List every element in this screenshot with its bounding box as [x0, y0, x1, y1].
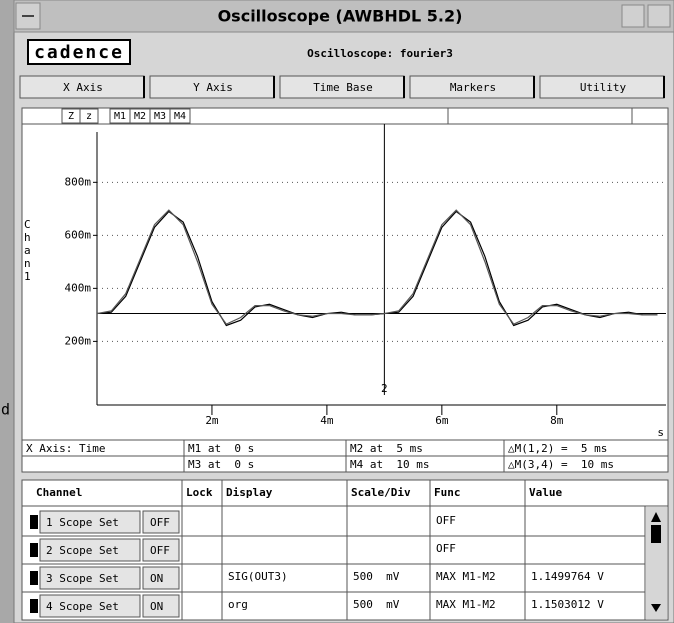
cell-value: 1.1499764 V — [531, 570, 604, 583]
maximize-button[interactable] — [647, 4, 671, 28]
cell-func: OFF — [436, 542, 456, 555]
channel-name: 3 Scope Set — [46, 572, 119, 585]
channel-button[interactable] — [39, 566, 141, 590]
channel-name: 4 Scope Set — [46, 600, 119, 613]
state-button[interactable] — [142, 566, 180, 590]
table-header: Func — [434, 486, 461, 499]
cell-scale: 500 mV — [353, 570, 400, 583]
marker-info-cell: △M(1,2) = 5 ms — [508, 442, 607, 455]
cell-scale: 500 mV — [353, 598, 400, 611]
menu-label: Markers — [450, 81, 496, 94]
x-tick-label: 4m — [320, 414, 334, 427]
scroll-thumb[interactable] — [651, 525, 661, 543]
trace — [96, 209, 658, 325]
channel-color — [30, 571, 38, 585]
table-header: Channel — [36, 486, 82, 499]
channel-name: 1 Scope Set — [46, 516, 119, 529]
table-header: Display — [226, 486, 273, 499]
state-button[interactable] — [142, 510, 180, 534]
channel-color — [30, 599, 38, 613]
table-header: Lock — [186, 486, 213, 499]
logo: cadence — [34, 42, 124, 63]
channel-state: OFF — [150, 516, 170, 529]
scroll-down[interactable] — [651, 604, 661, 612]
menu-label: X Axis — [63, 81, 103, 94]
channel-button[interactable] — [39, 510, 141, 534]
channel-color — [30, 515, 38, 529]
table-header: Scale/Div — [351, 486, 411, 499]
y-tick-label: 800m — [65, 175, 92, 188]
x-axis-info: X Axis: Time — [26, 442, 105, 455]
marker-info-cell: M2 at 5 ms — [350, 442, 423, 455]
toolbar-label: M3 — [154, 111, 166, 122]
toolbar-label: M1 — [114, 111, 126, 122]
cell-display: org — [228, 598, 248, 611]
toolbar-button[interactable] — [79, 108, 99, 124]
title-bar — [13, 0, 674, 33]
y-tick-label: 600m — [65, 228, 92, 241]
logo-box — [27, 39, 131, 65]
menu-label: Time Base — [313, 81, 373, 94]
scrollbar[interactable] — [646, 507, 667, 619]
channel-color — [30, 543, 38, 557]
channel-button[interactable] — [39, 538, 141, 562]
menu-label: Y Axis — [193, 81, 233, 94]
state-button[interactable] — [142, 538, 180, 562]
cell-value: 1.1503012 V — [531, 598, 604, 611]
toolbar-button[interactable] — [169, 108, 191, 124]
marker-info-cell: M1 at 0 s — [188, 442, 254, 455]
plot-area — [21, 123, 669, 441]
background-text: d — [1, 401, 10, 419]
window-title: Oscilloscope (AWBHDL 5.2) — [218, 7, 463, 26]
x-tick-label: 6m — [435, 414, 449, 427]
marker-label: 2 — [381, 382, 388, 395]
cell-display: SIG(OUT3) — [228, 570, 288, 583]
channel-state: ON — [150, 572, 163, 585]
menu-label: Utility — [580, 81, 627, 94]
channel-state: OFF — [150, 544, 170, 557]
table-header: Value — [529, 486, 562, 499]
minimize-button[interactable] — [621, 4, 645, 28]
channel-name: 2 Scope Set — [46, 544, 119, 557]
marker-info-cell: M4 at 10 ms — [350, 458, 429, 471]
cell-func: MAX M1-M2 — [436, 598, 496, 611]
state-button[interactable] — [142, 594, 180, 618]
y-tick-label: 400m — [65, 281, 92, 294]
desktop — [0, 0, 14, 623]
x-tick-label: 2m — [205, 414, 219, 427]
y-axis-label: Chan 1 — [24, 218, 31, 283]
y-tick-label: 200m — [65, 334, 92, 347]
toolbar-label: z — [86, 111, 92, 122]
marker-info-cell: △M(3,4) = 10 ms — [508, 458, 614, 471]
x-unit: s — [657, 426, 664, 439]
toolbar-label: M2 — [134, 111, 146, 122]
scroll-up[interactable] — [651, 512, 661, 522]
y-label-box: Chan 1 — [24, 218, 31, 283]
marker-info-cell: M3 at 0 s — [188, 458, 254, 471]
cell-func: MAX M1-M2 — [436, 570, 496, 583]
channel-button[interactable] — [39, 594, 141, 618]
x-tick-label: 8m — [550, 414, 564, 427]
toolbar-label: M4 — [174, 111, 186, 122]
cell-func: OFF — [436, 514, 456, 527]
subtitle: Oscilloscope: fourier3 — [307, 47, 453, 60]
toolbar-label: Z — [68, 111, 74, 122]
channel-state: ON — [150, 600, 163, 613]
